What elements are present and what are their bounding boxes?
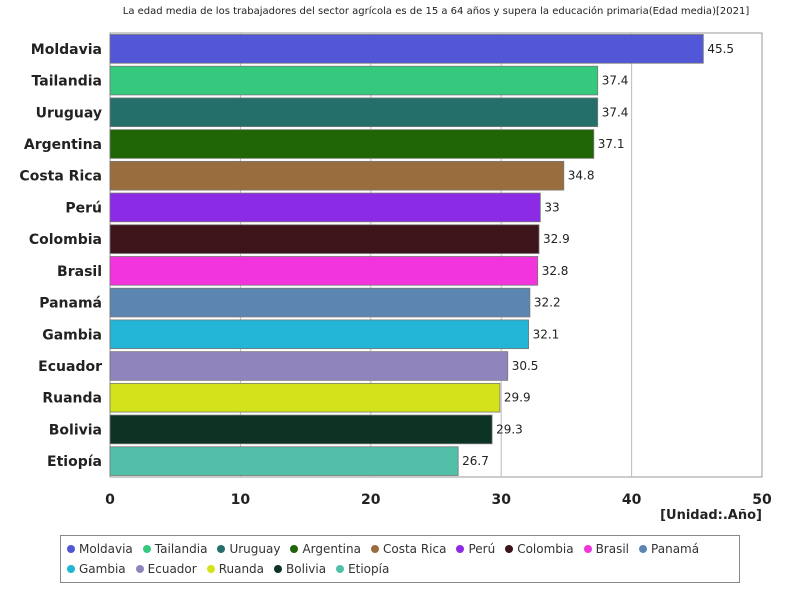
bar <box>109 192 541 223</box>
bar <box>109 129 595 159</box>
legend-label: Tailandia <box>154 542 208 556</box>
data-label: 45.5 <box>707 42 734 56</box>
category-label: Moldavia <box>31 42 102 58</box>
legend-item: Etiopía <box>336 562 389 576</box>
category-label: Panamá <box>39 296 102 312</box>
category-label: Costa Rica <box>19 169 102 185</box>
legend-item: Tailandia <box>142 542 208 556</box>
legend-label: Argentina <box>302 542 361 556</box>
category-label: Ecuador <box>38 359 102 375</box>
legend-dot-icon <box>290 545 299 553</box>
x-tick-label: 0 <box>105 492 115 508</box>
data-label: 37.4 <box>602 105 629 119</box>
legend-dot-icon <box>142 545 151 553</box>
data-label: 32.1 <box>533 327 560 341</box>
legend-dot-icon <box>217 545 226 553</box>
legend-label: Etiopía <box>348 562 390 576</box>
legend-dot-icon <box>135 565 144 573</box>
data-label: 29.9 <box>504 391 531 405</box>
legend-label: Panamá <box>651 542 700 556</box>
bar <box>109 382 501 413</box>
legend-dot-icon <box>583 545 592 553</box>
bar <box>109 65 599 96</box>
data-label: 32.2 <box>534 296 561 310</box>
bar <box>109 351 509 381</box>
plot-frame <box>109 32 763 478</box>
legend-dot-icon <box>336 565 345 573</box>
legend-item: Uruguay <box>217 542 280 556</box>
legend-dot-icon <box>639 545 648 553</box>
legend-label: Ecuador <box>147 562 197 576</box>
legend-label: Perú <box>468 542 496 556</box>
legend-dot-icon <box>206 565 215 573</box>
category-label: Perú <box>65 200 102 216</box>
unit-label: [Unidad:.Año] <box>660 508 762 523</box>
legend-item: Bolivia <box>274 562 326 576</box>
bar <box>109 319 529 350</box>
legend: Moldavia Tailandia Uruguay Argentina Costa R… <box>60 535 740 583</box>
data-label: 33 <box>544 200 559 214</box>
data-label: 32.8 <box>542 264 569 278</box>
bar <box>109 97 599 128</box>
legend-label: Uruguay <box>229 542 281 556</box>
legend-item: Gambia <box>67 562 126 576</box>
category-label: Argentina <box>24 137 102 153</box>
data-label: 26.7 <box>462 454 489 468</box>
legend-dot-icon <box>370 545 379 553</box>
legend-dot-icon <box>67 545 75 553</box>
bar <box>109 224 540 254</box>
legend-item: Perú <box>456 542 495 556</box>
category-label: Bolivia <box>49 422 102 438</box>
category-label: Gambia <box>42 327 102 343</box>
bar <box>109 34 704 64</box>
legend-dot-icon <box>67 565 75 573</box>
category-label: Uruguay <box>36 105 102 121</box>
x-tick-label: 40 <box>622 492 642 508</box>
legend-dot-icon <box>456 545 465 553</box>
data-label: 37.1 <box>598 137 625 151</box>
bar <box>109 446 459 476</box>
data-label: 30.5 <box>512 359 539 373</box>
category-label: Ruanda <box>42 391 102 407</box>
bar <box>109 287 531 318</box>
legend-label: Bolivia <box>286 562 327 576</box>
x-tick-label: 50 <box>752 492 772 508</box>
legend-item: Colombia <box>505 542 574 556</box>
x-tick-label: 10 <box>231 492 251 508</box>
legend-label: Moldavia <box>79 542 133 556</box>
legend-item: Ecuador <box>135 562 197 576</box>
legend-label: Colombia <box>517 542 574 556</box>
x-tick-label: 30 <box>491 492 511 508</box>
legend-item: Panamá <box>639 542 699 556</box>
bar <box>109 160 565 191</box>
legend-item: Moldavia <box>67 542 133 556</box>
legend-label: Costa Rica <box>382 542 447 556</box>
legend-label: Gambia <box>79 562 126 576</box>
data-label: 37.4 <box>602 74 629 88</box>
category-label: Etiopía <box>47 454 102 470</box>
legend-dot-icon <box>274 565 283 573</box>
category-label: Tailandia <box>32 74 102 90</box>
data-label: 34.8 <box>568 169 595 183</box>
legend-item: Argentina <box>290 542 361 556</box>
legend-dot-icon <box>505 545 514 553</box>
category-label: Brasil <box>57 264 102 280</box>
data-label: 32.9 <box>543 232 570 246</box>
data-label: 29.3 <box>496 422 523 436</box>
legend-label: Ruanda <box>218 562 265 576</box>
legend-item: Costa Rica <box>370 542 447 556</box>
legend-item: Ruanda <box>206 562 265 576</box>
legend-label: Brasil <box>595 542 630 556</box>
bar <box>109 414 493 445</box>
legend-item: Brasil <box>583 542 630 556</box>
x-tick-label: 20 <box>361 492 381 508</box>
chart-title: La edad media de los trabajadores del se… <box>122 6 750 17</box>
bar <box>109 256 539 286</box>
category-label: Colombia <box>29 232 102 248</box>
